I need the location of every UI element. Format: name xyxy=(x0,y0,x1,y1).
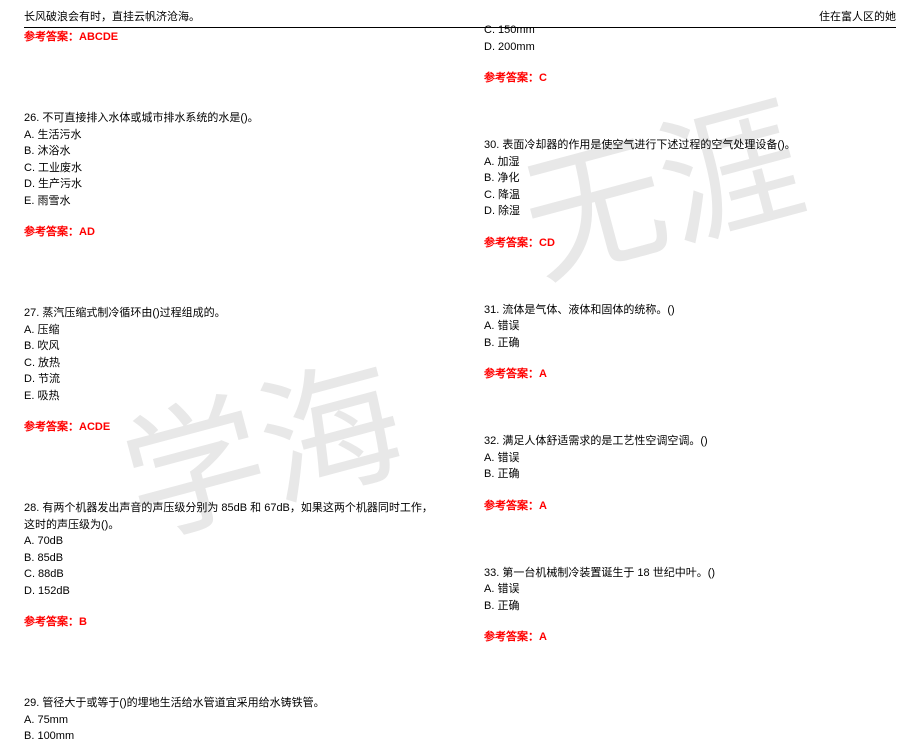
option: E. 吸热 xyxy=(24,388,436,405)
header-right: 住在富人区的她 xyxy=(819,8,896,24)
option: A. 错误 xyxy=(484,450,896,467)
option: B. 100mm xyxy=(24,728,436,745)
question-28: 28. 有两个机器发出声音的声压级分别为 85dB 和 67dB，如果这两个机器… xyxy=(24,500,436,533)
option: A. 错误 xyxy=(484,318,896,335)
options-32: A. 错误 B. 正确 xyxy=(484,450,896,483)
question-29: 29. 管径大于或等于()的埋地生活给水管道宜采用给水铸铁管。 xyxy=(24,695,436,712)
option: A. 生活污水 xyxy=(24,127,436,144)
question-32: 32. 满足人体舒适需求的是工艺性空调空调。() xyxy=(484,433,896,450)
options-30: A. 加湿 B. 净化 C. 降温 D. 除湿 xyxy=(484,154,896,220)
answer-26: 参考答案：AD xyxy=(24,223,436,239)
option: A. 75mm xyxy=(24,712,436,729)
option: B. 吹风 xyxy=(24,338,436,355)
option: C. 降温 xyxy=(484,187,896,204)
option: A. 加湿 xyxy=(484,154,896,171)
answer-30: 参考答案：CD xyxy=(484,234,896,250)
right-column: C. 150mm D. 200mm 参考答案：C 30. 表面冷却器的作用是使空… xyxy=(460,22,920,745)
option: D. 200mm xyxy=(484,39,896,56)
option: D. 除湿 xyxy=(484,203,896,220)
question-30: 30. 表面冷却器的作用是使空气进行下述过程的空气处理设备()。 xyxy=(484,137,896,154)
option: D. 152dB xyxy=(24,583,436,600)
option: B. 85dB xyxy=(24,550,436,567)
option: D. 生产污水 xyxy=(24,176,436,193)
answer-32: 参考答案：A xyxy=(484,497,896,513)
options-33: A. 错误 B. 正确 xyxy=(484,581,896,614)
question-27: 27. 蒸汽压缩式制冷循环由()过程组成的。 xyxy=(24,305,436,322)
answer-33: 参考答案：A xyxy=(484,628,896,644)
option: B. 正确 xyxy=(484,335,896,352)
option: B. 正确 xyxy=(484,466,896,483)
option: E. 雨雪水 xyxy=(24,193,436,210)
option: B. 沐浴水 xyxy=(24,143,436,160)
options-29a: A. 75mm B. 100mm xyxy=(24,712,436,745)
options-27: A. 压缩 B. 吹风 C. 放热 D. 节流 E. 吸热 xyxy=(24,322,436,405)
option: C. 放热 xyxy=(24,355,436,372)
options-31: A. 错误 B. 正确 xyxy=(484,318,896,351)
answer-31: 参考答案：A xyxy=(484,365,896,381)
option: B. 正确 xyxy=(484,598,896,615)
question-31: 31. 流体是气体、液体和固体的统称。() xyxy=(484,302,896,319)
option: A. 错误 xyxy=(484,581,896,598)
header-left: 长风破浪会有时，直挂云帆济沧海。 xyxy=(24,8,200,24)
answer-29: 参考答案：C xyxy=(484,69,896,85)
options-28: A. 70dB B. 85dB C. 88dB D. 152dB xyxy=(24,533,436,599)
option: A. 70dB xyxy=(24,533,436,550)
page-header: 长风破浪会有时，直挂云帆济沧海。 住在富人区的她 xyxy=(24,8,896,28)
option: B. 净化 xyxy=(484,170,896,187)
options-26: A. 生活污水 B. 沐浴水 C. 工业废水 D. 生产污水 E. 雨雪水 xyxy=(24,127,436,210)
left-column: 参考答案：ABCDE 26. 不可直接排入水体或城市排水系统的水是()。 A. … xyxy=(0,22,460,745)
answer-27: 参考答案：ACDE xyxy=(24,418,436,434)
answer-prev: 参考答案：ABCDE xyxy=(24,28,436,44)
question-33: 33. 第一台机械制冷装置诞生于 18 世纪中叶。() xyxy=(484,565,896,582)
option: C. 工业废水 xyxy=(24,160,436,177)
option: C. 88dB xyxy=(24,566,436,583)
question-26: 26. 不可直接排入水体或城市排水系统的水是()。 xyxy=(24,110,436,127)
option: A. 压缩 xyxy=(24,322,436,339)
option: D. 节流 xyxy=(24,371,436,388)
answer-28: 参考答案：B xyxy=(24,613,436,629)
